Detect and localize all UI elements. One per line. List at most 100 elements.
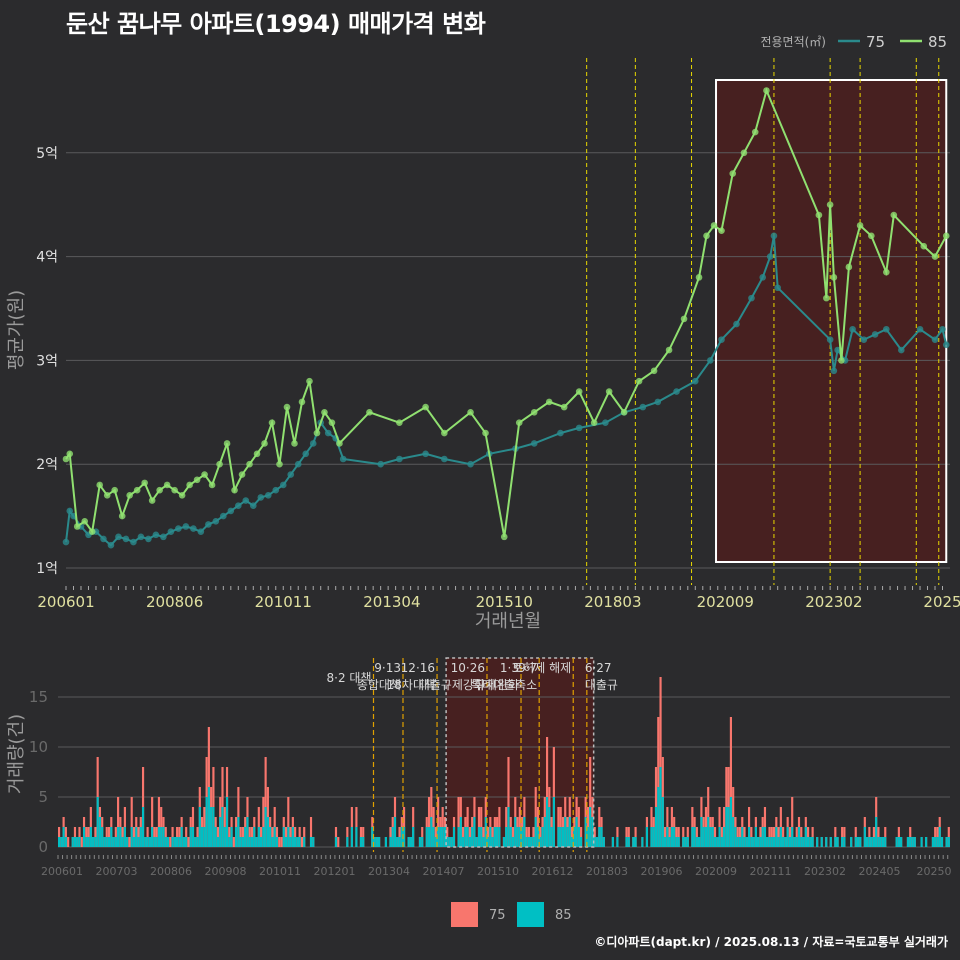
- volume-bar-85: [761, 827, 764, 847]
- volume-bar-85: [711, 827, 714, 847]
- volume-bar-85: [309, 837, 313, 847]
- volume-bar-85: [198, 807, 201, 847]
- volume-bar-85: [466, 827, 469, 847]
- volume-bar-85: [294, 837, 297, 847]
- volume-bar-85: [702, 827, 705, 847]
- data-point-85: [718, 227, 725, 234]
- data-point-75: [770, 232, 778, 240]
- volume-bar-85: [834, 837, 837, 847]
- volume-bar-85: [720, 837, 723, 847]
- volume-bar-85: [807, 837, 810, 847]
- volume-bar-85: [164, 837, 167, 847]
- data-point-85: [830, 274, 838, 281]
- volume-bar-75: [232, 837, 235, 847]
- volume-bar-85: [586, 827, 590, 847]
- data-point-75: [197, 528, 205, 535]
- volume-bar-75: [437, 797, 440, 847]
- volume-x-tick-label: 200601: [41, 865, 83, 878]
- data-point-75: [557, 429, 564, 437]
- volume-y-tick-label: 0: [38, 838, 48, 856]
- data-point-75: [422, 450, 429, 458]
- data-point-75: [396, 455, 403, 463]
- volume-bar-85: [816, 837, 819, 847]
- policy-annotation: 9·7: [518, 661, 537, 675]
- data-point-75: [748, 294, 755, 302]
- volume-bar-85: [709, 827, 712, 847]
- volume-bar-85: [496, 827, 499, 847]
- data-point-75: [759, 274, 767, 281]
- volume-bar-85: [654, 807, 658, 847]
- volume-bar-85: [225, 797, 229, 847]
- volume-bar-85: [641, 837, 644, 847]
- y-tick-label: 5억: [36, 146, 58, 162]
- policy-annotation: 1·3: [500, 661, 519, 675]
- volume-bar-85: [820, 837, 823, 847]
- data-point-75: [175, 525, 182, 532]
- volume-bar-85: [754, 827, 757, 847]
- volume-bar-85: [580, 837, 583, 847]
- data-point-85: [208, 481, 216, 489]
- data-point-85: [396, 419, 403, 426]
- volume-legend-label-75: 75: [489, 908, 506, 923]
- volume-bar-85: [491, 837, 494, 847]
- volume-bar-85: [750, 837, 753, 847]
- policy-annotation: 토허제 해제: [512, 661, 571, 675]
- data-point-85: [81, 517, 89, 525]
- volume-bar-85: [800, 837, 803, 847]
- volume-bar-85: [691, 827, 694, 847]
- volume-bar-85: [747, 827, 751, 847]
- data-point-85: [96, 481, 104, 489]
- data-point-75: [654, 398, 662, 406]
- volume-bar-85: [584, 817, 587, 847]
- volume-bar-85: [527, 837, 530, 847]
- volume-bar-85: [73, 837, 77, 847]
- volume-bar-85: [911, 837, 914, 847]
- data-point-75: [916, 325, 924, 333]
- volume-bar-85: [900, 837, 903, 847]
- volume-bar-85: [105, 837, 108, 847]
- volume-bar-85: [235, 827, 238, 847]
- data-point-85: [740, 149, 748, 157]
- data-point-75: [257, 494, 265, 501]
- data-point-75: [182, 523, 190, 530]
- data-point-75: [212, 517, 220, 525]
- data-point-85: [163, 481, 171, 489]
- volume-bar-85: [446, 837, 449, 847]
- data-point-85: [306, 377, 313, 385]
- y-tick-label: 3억: [36, 353, 58, 369]
- data-point-75: [279, 481, 287, 489]
- volume-bar-85: [257, 827, 260, 847]
- volume-bar-85: [284, 837, 288, 847]
- volume-bar-85: [920, 837, 923, 847]
- data-point-85: [336, 440, 343, 447]
- data-point-75: [441, 455, 448, 463]
- data-point-75: [249, 502, 257, 510]
- data-point-85: [590, 419, 598, 426]
- volume-bar-85: [396, 837, 399, 847]
- volume-bar-75: [278, 837, 281, 847]
- volume-bar-85: [200, 827, 204, 847]
- volume-bar-85: [493, 827, 496, 847]
- data-point-75: [309, 440, 317, 447]
- volume-bar-75: [280, 837, 283, 847]
- volume-bar-85: [732, 817, 735, 847]
- volume-bar-85: [262, 827, 265, 847]
- data-point-75: [100, 535, 107, 543]
- volume-bar-85: [743, 837, 746, 847]
- volume-bar-85: [616, 837, 619, 847]
- data-point-85: [680, 315, 688, 323]
- volume-bar-85: [909, 837, 912, 847]
- volume-bar-85: [85, 837, 88, 847]
- volume-bar-85: [829, 837, 832, 847]
- data-point-75: [302, 450, 310, 458]
- volume-bar-85: [523, 817, 526, 847]
- volume-bar-85: [480, 827, 483, 847]
- volume-bar-75: [287, 797, 290, 847]
- volume-x-tick-label: 202111: [750, 865, 792, 878]
- volume-bar-85: [173, 837, 176, 847]
- volume-bar-75: [262, 797, 265, 847]
- volume-bar-85: [489, 827, 492, 847]
- legend-label-75: 75: [866, 33, 885, 51]
- volume-bar-85: [695, 837, 698, 847]
- volume-bar-85: [591, 817, 594, 847]
